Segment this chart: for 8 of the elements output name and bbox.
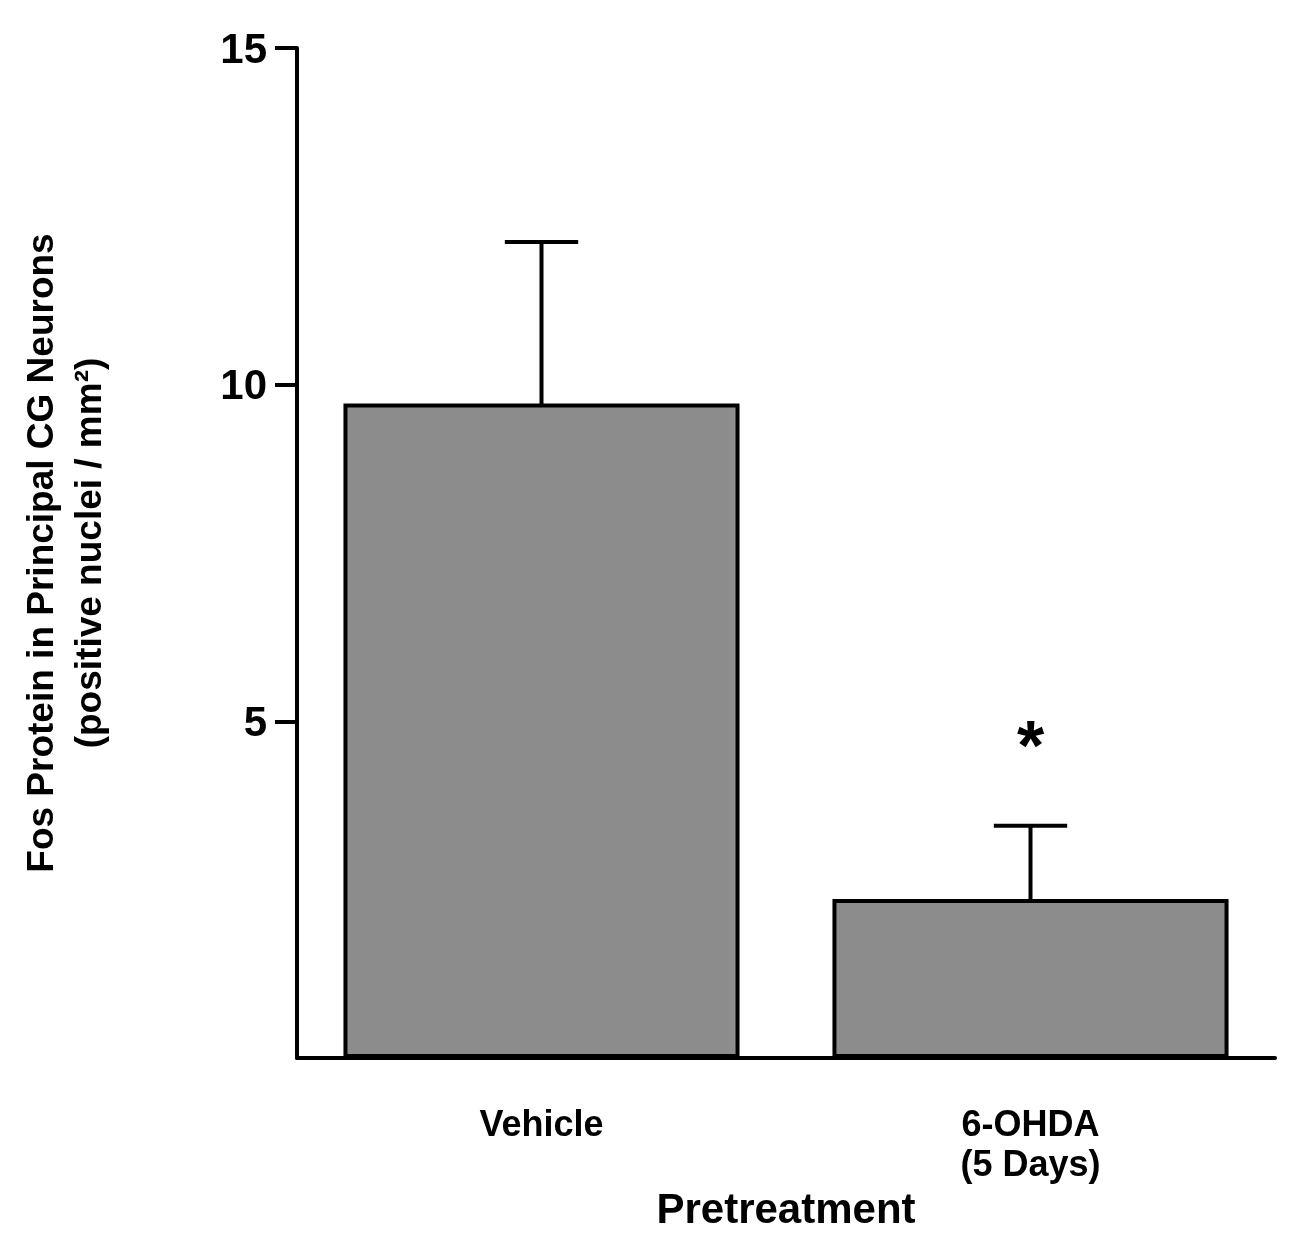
x-axis-title: Pretreatment: [656, 1185, 916, 1233]
x-tick-label: 6-OHDA (5 Days): [960, 1102, 1101, 1184]
x-tick-label: Vehicle: [479, 1102, 604, 1144]
annotation: *: [1016, 706, 1045, 785]
y-tick-label: 10: [220, 361, 267, 409]
y-axis-title: Fos Protein in Principal CG Neurons (positive nuclei / mm²): [19, 233, 109, 873]
y-tick-label: 5: [243, 697, 267, 745]
y-tick-label: 15: [220, 24, 267, 72]
